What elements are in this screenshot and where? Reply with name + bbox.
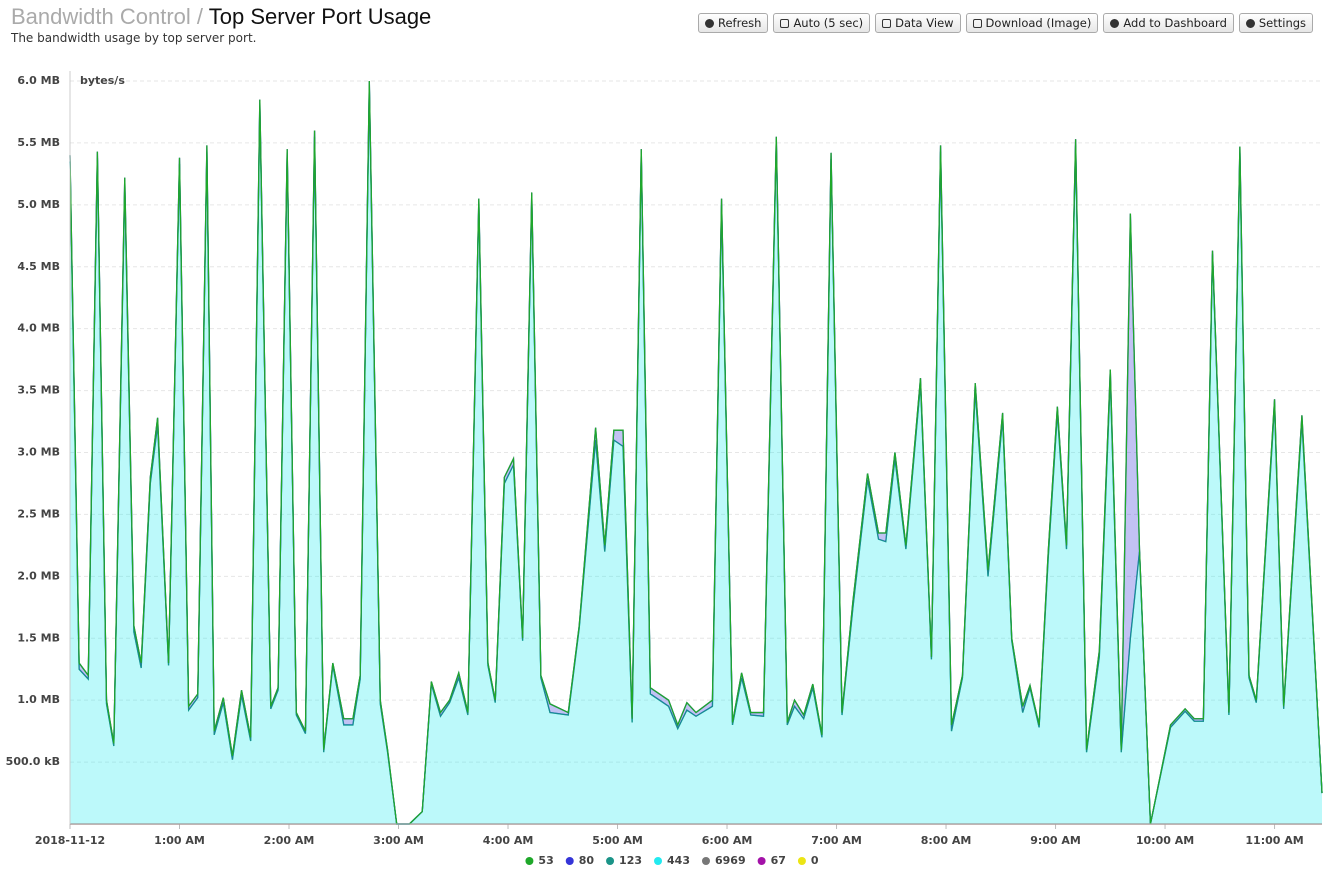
button-icon xyxy=(705,18,714,28)
legend-swatch xyxy=(654,857,663,865)
y-tick-label: 1.0 MB xyxy=(17,693,60,706)
y-axis-label: bytes/s xyxy=(80,74,125,87)
legend-label: 6969 xyxy=(715,854,746,867)
legend-label: 80 xyxy=(579,854,595,867)
y-tick-label: 4.0 MB xyxy=(17,322,60,335)
legend-label: 0 xyxy=(811,854,819,867)
legend-item: 0 xyxy=(797,854,819,867)
y-tick-label: 6.0 MB xyxy=(17,74,60,87)
y-tick-label: 3.5 MB xyxy=(17,384,60,397)
button-label: Refresh xyxy=(718,16,762,30)
button-icon xyxy=(1245,18,1255,28)
area-line xyxy=(69,80,1323,825)
separator: / xyxy=(196,4,204,29)
toolbar-button[interactable]: Add to Dashboard xyxy=(1103,13,1234,33)
legend-swatch xyxy=(701,857,710,865)
button-icon xyxy=(882,18,892,28)
legend-item: 123 xyxy=(606,854,642,867)
y-tick-label: 1.5 MB xyxy=(17,631,60,644)
y-tick-label: 5.5 MB xyxy=(17,136,60,149)
toolbar-button[interactable]: Refresh xyxy=(698,13,769,33)
x-tick-label: 11:00 AM xyxy=(1245,834,1303,847)
title-row: Bandwidth Control / Top Server Port Usag… xyxy=(11,4,431,30)
x-tick-label: 5:00 AM xyxy=(592,834,643,847)
header: Bandwidth Control / Top Server Port Usag… xyxy=(11,4,431,45)
x-tick-label: 7:00 AM xyxy=(811,834,862,847)
button-label: Download (Image) xyxy=(985,16,1092,30)
x-tick-label: 8:00 AM xyxy=(921,834,972,847)
toolbar-button[interactable]: Download (Image) xyxy=(965,13,1099,33)
legend-label: 123 xyxy=(619,854,642,867)
button-label: Data View xyxy=(895,16,954,30)
y-tick-label: 2.0 MB xyxy=(17,569,60,582)
legend-label: 443 xyxy=(667,854,690,867)
x-tick-label: 2:00 AM xyxy=(264,834,315,847)
legend-label: 67 xyxy=(771,854,786,867)
toolbar-button[interactable]: Settings xyxy=(1238,13,1314,33)
y-tick-label: 3.0 MB xyxy=(17,446,60,459)
legend-swatch xyxy=(797,857,806,865)
x-tick-label: 2018-11-12 xyxy=(35,834,105,847)
y-tick-label: 500.0 kB xyxy=(6,755,60,768)
legend-swatch xyxy=(525,857,534,865)
legend-swatch xyxy=(757,857,766,865)
legend-item: 80 xyxy=(565,854,595,867)
y-tick-label: 4.5 MB xyxy=(17,260,60,273)
y-tick-label: 2.5 MB xyxy=(17,507,60,520)
toolbar-button[interactable]: Data View xyxy=(875,13,961,33)
section-title[interactable]: Bandwidth Control xyxy=(11,4,191,29)
y-tick-label: 5.0 MB xyxy=(17,198,60,211)
x-tick-label: 3:00 AM xyxy=(373,834,424,847)
legend-label: 53 xyxy=(538,854,553,867)
x-tick-label: 10:00 AM xyxy=(1136,834,1194,847)
legend: 53 80 123 443 6969 67 0 xyxy=(525,854,819,867)
button-icon xyxy=(1110,18,1120,28)
x-tick-label: 9:00 AM xyxy=(1030,834,1081,847)
area xyxy=(70,87,1322,825)
button-label: Add to Dashboard xyxy=(1123,16,1227,30)
x-tick-label: 4:00 AM xyxy=(483,834,534,847)
toolbar-button[interactable]: Auto (5 sec) xyxy=(773,13,871,33)
x-tick-label: 1:00 AM xyxy=(154,834,205,847)
x-tick-label: 6:00 AM xyxy=(702,834,753,847)
button-label: Auto (5 sec) xyxy=(793,16,864,30)
legend-item: 6969 xyxy=(701,854,746,867)
legend-swatch xyxy=(606,857,615,865)
button-label: Settings xyxy=(1258,16,1307,30)
subtitle: The bandwidth usage by top server port. xyxy=(11,31,257,45)
page-title: Top Server Port Usage xyxy=(208,4,432,29)
legend-item: 67 xyxy=(757,854,786,867)
legend-item: 443 xyxy=(654,854,690,867)
toolbar: Refresh Auto (5 sec) Data View Download (Im… xyxy=(698,13,1314,33)
legend-item: 53 xyxy=(525,854,554,867)
legend-swatch xyxy=(565,857,574,865)
button-icon xyxy=(780,18,790,28)
button-icon xyxy=(972,18,982,28)
